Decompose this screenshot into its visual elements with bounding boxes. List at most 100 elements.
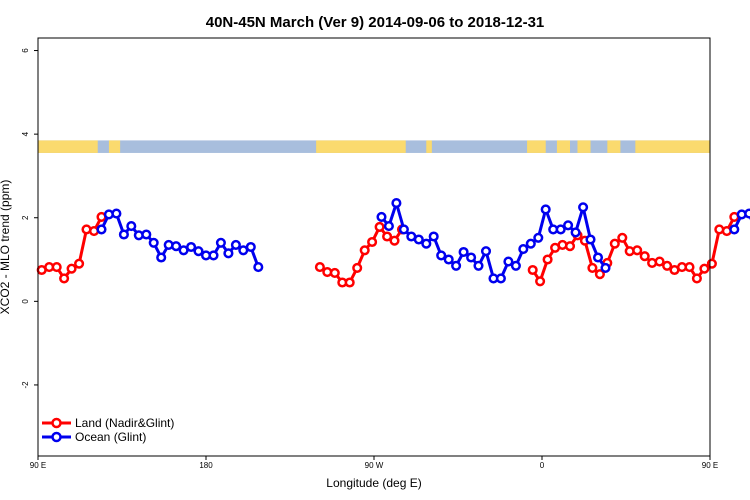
series-land-point-33 bbox=[617, 232, 628, 243]
series-land-point-38 bbox=[654, 256, 665, 267]
series-land-point-22 bbox=[535, 276, 546, 287]
series-ocean-point-39 bbox=[503, 256, 514, 267]
series-land-point-26 bbox=[564, 241, 576, 252]
x-tick-label-4: 90 E bbox=[702, 461, 718, 470]
series-ocean-point-25 bbox=[398, 224, 409, 235]
series-layer bbox=[36, 198, 750, 288]
series-ocean-point-21 bbox=[253, 262, 264, 273]
series-ocean-point-3 bbox=[118, 229, 129, 240]
series-land-point-36 bbox=[639, 251, 650, 262]
series-land-point-30 bbox=[594, 269, 605, 280]
y-tick-label-1: 0 bbox=[21, 299, 30, 304]
series-ocean-point-46 bbox=[555, 224, 566, 235]
x-tick-label-0: 90 E bbox=[30, 461, 46, 470]
x-tick-label-1: 180 bbox=[199, 461, 213, 470]
land-segment-4 bbox=[527, 140, 546, 153]
series-ocean-point-34 bbox=[466, 252, 477, 263]
series-land bbox=[36, 211, 740, 288]
series-ocean-point-55 bbox=[744, 208, 750, 219]
series-ocean-point-18 bbox=[230, 239, 241, 250]
series-land-point-45 bbox=[706, 258, 717, 269]
series-ocean-point-23 bbox=[383, 221, 394, 232]
legend-ocean-marker bbox=[51, 431, 62, 443]
series-ocean-point-52 bbox=[600, 262, 611, 273]
series-ocean-point-33 bbox=[458, 246, 469, 258]
series-ocean-point-16 bbox=[215, 237, 226, 248]
land-segment-6 bbox=[577, 140, 591, 153]
series-land-point-43 bbox=[691, 273, 702, 284]
series-land-point-23 bbox=[542, 254, 553, 265]
series-ocean-point-43 bbox=[533, 232, 544, 243]
x-axis: 90 E 180 90 W 0 90 E bbox=[30, 456, 718, 470]
series-land-point-5 bbox=[74, 258, 85, 269]
series-ocean-point-30 bbox=[436, 250, 447, 261]
series-ocean-point-47 bbox=[563, 220, 574, 231]
y-tick-label-3: 4 bbox=[21, 131, 30, 136]
plot-frame bbox=[37, 37, 711, 457]
series-ocean-point-48 bbox=[570, 227, 581, 238]
series-ocean-point-12 bbox=[186, 241, 197, 253]
series-ocean-point-20 bbox=[245, 241, 256, 253]
land-segment-8 bbox=[635, 140, 710, 153]
series-ocean-point-51 bbox=[592, 252, 604, 263]
series-land-point-32 bbox=[609, 238, 620, 249]
series-ocean-point-36 bbox=[480, 246, 492, 257]
series-ocean-point-10 bbox=[171, 241, 182, 252]
series-ocean-point-31 bbox=[443, 254, 454, 265]
series-ocean-point-44 bbox=[540, 204, 551, 215]
series-land-point-13 bbox=[344, 277, 355, 288]
series-ocean-point-28 bbox=[421, 238, 432, 249]
series-ocean-point-50 bbox=[585, 234, 596, 245]
y-tick-label-4: 6 bbox=[21, 48, 30, 53]
series-land-point-29 bbox=[587, 262, 598, 273]
y-tick-label-0: -2 bbox=[21, 381, 30, 389]
y-tick-label-2: 2 bbox=[21, 215, 30, 220]
land-segment-7 bbox=[607, 140, 621, 153]
series-land-point-17 bbox=[374, 221, 385, 232]
series-ocean-point-35 bbox=[473, 260, 484, 271]
land-segment-3 bbox=[426, 140, 432, 153]
x-tick-label-2: 90 W bbox=[365, 461, 384, 470]
series-land-point-9 bbox=[314, 262, 325, 273]
series-ocean-point-32 bbox=[451, 260, 462, 271]
land-segment-1 bbox=[108, 140, 121, 153]
series-land-point-44 bbox=[699, 263, 710, 274]
series-ocean-point-15 bbox=[208, 250, 219, 261]
series-land-point-35 bbox=[632, 245, 643, 256]
series-land-point-14 bbox=[352, 262, 363, 273]
land-segment-5 bbox=[556, 140, 570, 153]
series-ocean-point-0 bbox=[96, 224, 107, 235]
series-land-point-21 bbox=[527, 264, 538, 276]
series-ocean-point-13 bbox=[193, 246, 204, 257]
land-ocean-band bbox=[38, 140, 710, 153]
series-ocean-point-29 bbox=[428, 231, 439, 242]
chart-title: 40N-45N March (Ver 9) 2014-09-06 to 2018… bbox=[206, 14, 545, 31]
series-land-point-42 bbox=[684, 262, 695, 273]
series-land-point-11 bbox=[329, 267, 340, 278]
series-ocean-point-2 bbox=[111, 208, 122, 219]
legend: Land (Nadir&Glint) Ocean (Glint) bbox=[42, 416, 174, 444]
y-axis: -2 0 2 4 6 bbox=[21, 48, 38, 389]
series-ocean-point-22 bbox=[376, 211, 387, 222]
series-ocean bbox=[96, 198, 750, 284]
land-segment-0 bbox=[38, 140, 98, 153]
series-land-point-2 bbox=[51, 262, 62, 273]
series-ocean-point-4 bbox=[126, 221, 137, 232]
series-land-point-4 bbox=[66, 263, 77, 274]
land-segment-2 bbox=[316, 140, 406, 153]
series-ocean-point-53 bbox=[729, 224, 740, 235]
series-ocean-point-8 bbox=[156, 252, 167, 263]
series-land-point-16 bbox=[367, 236, 378, 248]
series-land-point-39 bbox=[662, 260, 673, 271]
series-ocean-point-41 bbox=[518, 244, 529, 255]
series-ocean-point-17 bbox=[223, 248, 234, 259]
x-tick-label-3: 0 bbox=[540, 461, 545, 470]
series-ocean-point-6 bbox=[141, 229, 152, 240]
series-ocean-point-49 bbox=[578, 202, 589, 213]
series-ocean-point-24 bbox=[391, 198, 402, 209]
series-ocean-point-38 bbox=[495, 273, 506, 284]
series-land-point-19 bbox=[389, 235, 400, 246]
series-land-point-3 bbox=[59, 273, 70, 284]
legend-land-label: Land (Nadir&Glint) bbox=[75, 416, 174, 430]
legend-land-marker bbox=[51, 417, 62, 429]
